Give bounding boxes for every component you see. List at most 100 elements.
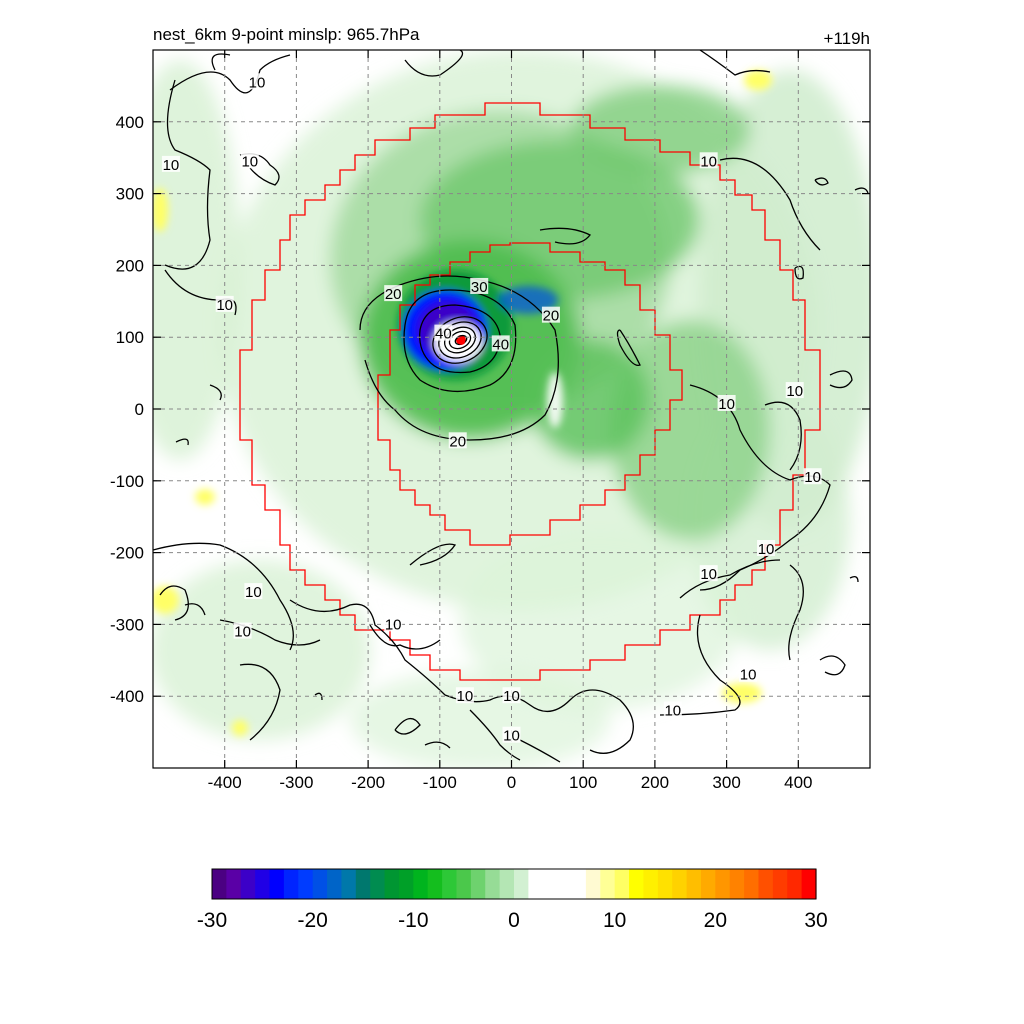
x-tick-label: 300 [712, 773, 740, 792]
y-tick-label: -400 [110, 687, 144, 706]
colorbar-swatch [269, 869, 285, 899]
colorbar-tick-label: -20 [297, 909, 327, 932]
colorbar-swatch [801, 869, 817, 899]
colorbar-swatch [355, 869, 371, 899]
contour-label: 10 [718, 396, 735, 413]
contour-label-bg [757, 540, 776, 557]
colorbar-swatch [212, 869, 227, 899]
contour-label-bg [233, 622, 252, 639]
colorbar-swatch [470, 869, 486, 899]
contour-label: 10 [758, 541, 775, 558]
y-tick-label: 100 [116, 328, 144, 347]
colorbar-swatch [398, 869, 414, 899]
colorbar-swatch [442, 869, 458, 899]
x-tick-label: 0 [507, 773, 516, 792]
contour-label-bg [491, 335, 510, 352]
contour-label: 10 [234, 624, 251, 641]
contour-label: 10 [245, 584, 262, 601]
colorbar-swatch [629, 869, 645, 899]
x-tick-label: 200 [641, 773, 669, 792]
colorbar-swatch [700, 869, 716, 899]
colorbar-tick-label: 20 [704, 909, 727, 932]
contour-label-bg [448, 432, 467, 449]
contour-label: 10 [163, 157, 180, 174]
colorbar-swatch [672, 869, 688, 899]
colorbar-swatch [226, 869, 242, 899]
colorbar-tick-label: 30 [804, 909, 827, 932]
outer-domain-boundary [239, 102, 821, 681]
colorbar-swatch [298, 869, 314, 899]
colorbar-swatch [557, 869, 573, 899]
colorbar-swatch [341, 869, 357, 899]
y-tick-label: 400 [116, 113, 144, 132]
contour-label: 10 [804, 469, 821, 486]
contour-label: 10 [700, 153, 717, 170]
contour-label: 40 [492, 336, 509, 353]
x-tick-label: 400 [784, 773, 812, 792]
colorbar-swatch [499, 869, 515, 899]
contour-label: 20 [449, 433, 466, 450]
colorbar-swatch [327, 869, 343, 899]
colorbar-swatch [686, 869, 702, 899]
colorbar-swatch [514, 869, 529, 899]
x-tick-label: -300 [279, 773, 313, 792]
plot-area: 10 10 10 10 10 10 10 10 10 10 10 10 10 10 10 10 10 10 20 20… [153, 50, 870, 768]
contour-label: 10 [740, 667, 757, 684]
colorbar-swatch [744, 869, 760, 899]
contour-labels: 10 10 10 10 10 10 10 10 10 10 10 10 10 10 10 10 10 10 20 20… [161, 73, 822, 745]
y-tick-label: -100 [110, 472, 144, 491]
contour-label-bg [502, 687, 521, 704]
contour-lines [153, 50, 869, 763]
contour-label-bg [663, 701, 682, 718]
contour-label-bg [240, 152, 259, 169]
colorbar-swatch [715, 869, 731, 899]
contour-label-bg [803, 468, 822, 485]
contour-label: 10 [249, 74, 266, 91]
contour-label-bg [455, 687, 474, 704]
contour-label-bg [244, 583, 263, 600]
contour-label: 10 [503, 688, 520, 705]
x-tick-label: -200 [351, 773, 385, 792]
chart-title: nest_6km 9-point minslp: 965.7hPa [153, 25, 420, 44]
y-tick-label: 200 [116, 256, 144, 275]
contour-label: 30 [471, 279, 488, 296]
contour-label: 10 [457, 688, 474, 705]
colorbar-swatch [585, 869, 601, 899]
contour-label-bg [161, 155, 180, 172]
contour-label-bg [739, 665, 758, 682]
contour-label-bg [434, 324, 453, 341]
contour-label-bg [699, 152, 718, 169]
contour-label-bg [384, 285, 403, 302]
colorbar-swatch [370, 869, 386, 899]
contour-label: 10 [664, 703, 681, 720]
colorbar-tick-label: -30 [197, 909, 227, 932]
colorbar-frame [211, 868, 817, 900]
contour-label-bg [247, 73, 266, 90]
colorbar-swatch [571, 869, 587, 899]
colorbar-swatch [413, 869, 429, 899]
colorbar-tick-label: 0 [508, 909, 520, 932]
colorbar-tick-label: -10 [398, 909, 428, 932]
contour-label-bg [470, 277, 489, 294]
contour-label: 10 [503, 728, 520, 745]
colorbar-swatch [758, 869, 774, 899]
x-tick-label: -400 [208, 773, 242, 792]
contour-label-bg [384, 615, 403, 632]
contour-label-bg [785, 382, 804, 399]
contour-label: 10 [216, 297, 233, 314]
forecast-hour: +119h [824, 29, 870, 48]
contour-label: 10 [241, 153, 258, 170]
x-tick-label: -100 [423, 773, 457, 792]
contour-label: 20 [385, 286, 402, 303]
contour-label: 10 [385, 616, 402, 633]
contour-label-bg [502, 726, 521, 743]
contour-label-bg [717, 394, 736, 411]
colorbar-swatch [528, 869, 544, 899]
y-tick-label: -200 [110, 544, 144, 563]
colorbar-swatch [614, 869, 630, 899]
contour-label: 10 [700, 566, 717, 583]
colorbar-swatch [772, 869, 788, 899]
inner-domain-boundary [377, 242, 683, 546]
colorbar-swatch [542, 869, 558, 899]
